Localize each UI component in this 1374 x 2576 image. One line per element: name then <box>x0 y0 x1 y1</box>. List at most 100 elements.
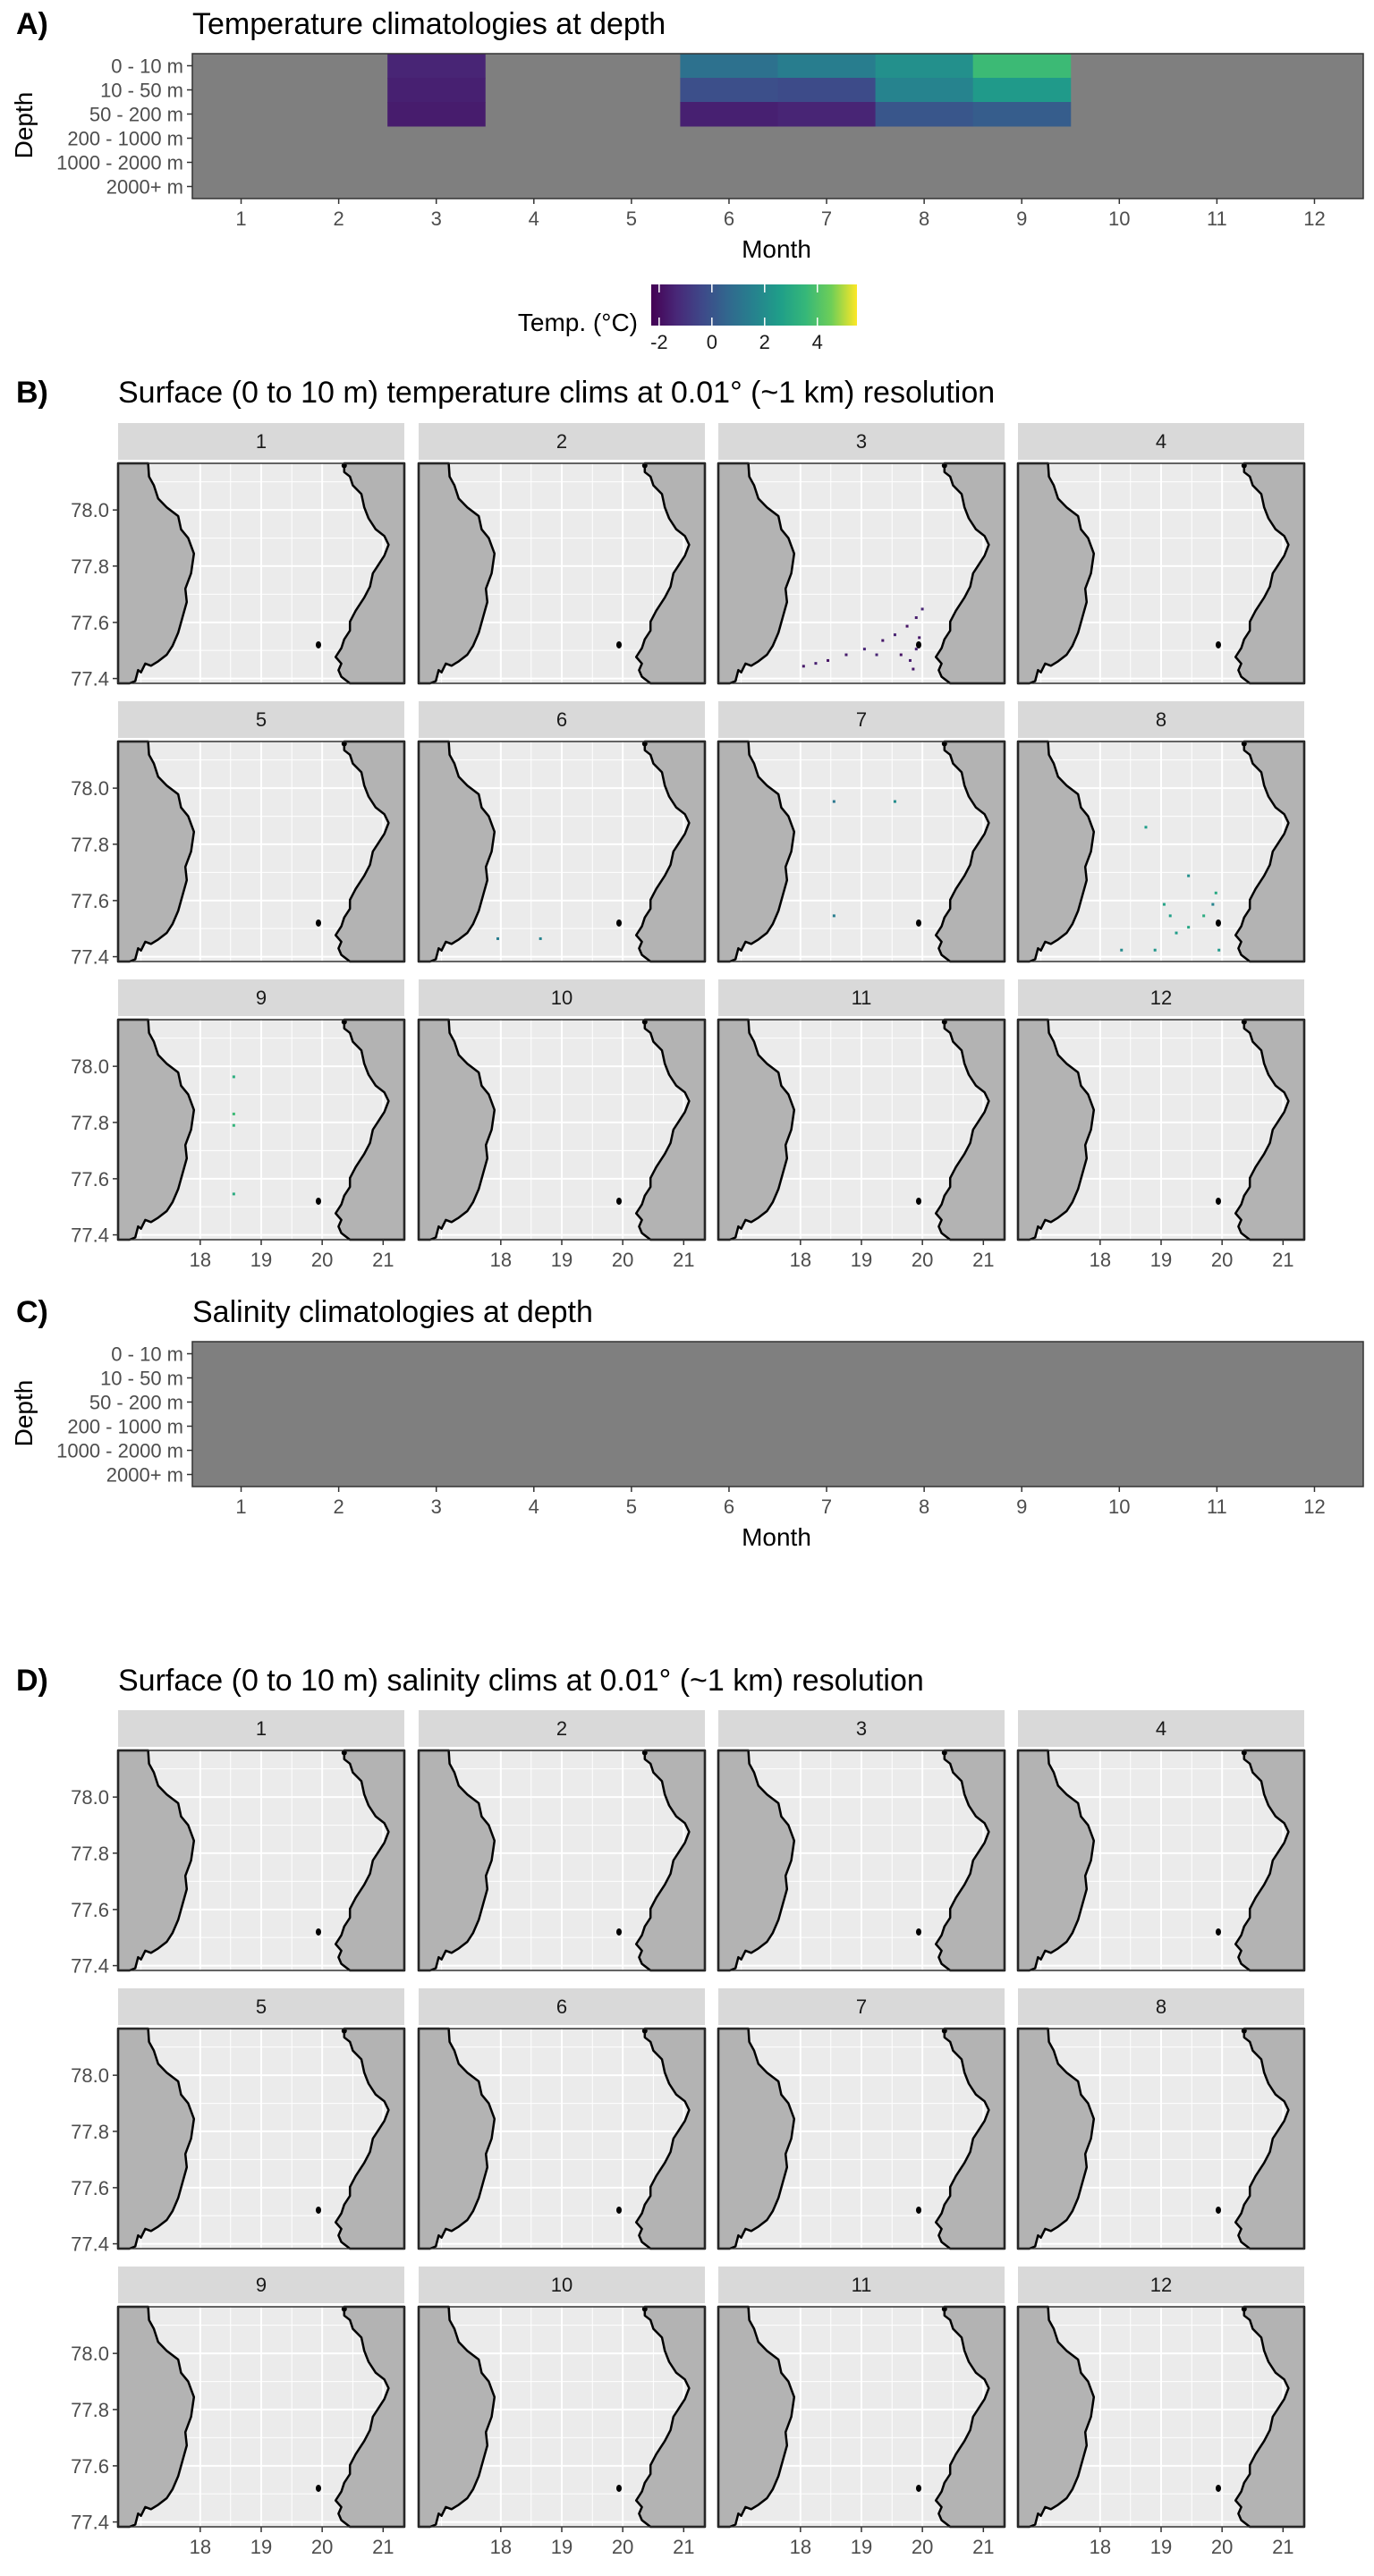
x-tick-label: 10 <box>1108 208 1130 230</box>
land-west <box>417 740 496 963</box>
x-tick-label: 18 <box>790 1249 811 1271</box>
heatmap-cell <box>387 102 486 127</box>
land-east <box>334 1018 406 1241</box>
y-tick-label: 77.4 <box>71 946 109 969</box>
facet-strip-label: 8 <box>1156 708 1166 731</box>
land-west <box>1016 462 1096 685</box>
facet-strip <box>118 701 404 738</box>
heatmap-cell <box>972 102 1072 127</box>
land-east <box>634 462 707 685</box>
observation-point <box>1162 902 1166 906</box>
small-island <box>616 1197 622 1205</box>
x-tick-label: 20 <box>311 1249 333 1271</box>
map-frame <box>717 462 1005 684</box>
panel-a-title: Temperature climatologies at depth <box>192 7 666 41</box>
land-east <box>1234 462 1306 685</box>
x-tick-label: 19 <box>1150 1249 1172 1271</box>
land-east <box>1234 2305 1306 2529</box>
y-tick-label: 77.8 <box>71 1112 109 1134</box>
facet-strip-label: 3 <box>856 1717 867 1740</box>
observation-point <box>908 658 912 662</box>
x-tick-label: 5 <box>626 208 637 230</box>
y-tick-label: 2000+ m <box>106 1464 183 1487</box>
x-tick-label: 21 <box>1272 1249 1293 1271</box>
x-tick-label: 18 <box>790 2536 811 2558</box>
x-tick-label: 4 <box>529 208 539 230</box>
observation-point <box>905 624 909 628</box>
observation-point <box>1153 948 1157 952</box>
observation-point <box>1175 931 1178 935</box>
map-facet-11: 11 18 19 20 21 <box>717 2267 1006 2558</box>
panel-b-temperature-maps: B) Surface (0 to 10 m) temperature clims… <box>16 376 1306 1271</box>
observation-point <box>893 633 896 637</box>
land-east <box>634 2027 707 2250</box>
observation-point <box>893 800 896 803</box>
x-tick-label: 19 <box>250 2536 272 2558</box>
small-island <box>641 1019 648 1025</box>
x-tick-label: 7 <box>821 208 832 230</box>
x-tick-label: 18 <box>1090 1249 1111 1271</box>
facet-strip-label: 6 <box>556 708 567 731</box>
facet-strip <box>1018 2267 1304 2303</box>
observation-point <box>1217 948 1221 952</box>
small-island <box>616 640 622 648</box>
small-island <box>941 462 947 469</box>
y-tick-label: 77.8 <box>71 2399 109 2421</box>
small-island <box>916 640 921 648</box>
panel-c-salinity-depth-heatmap: C) Salinity climatologies at depth Depth… <box>10 1295 1364 1551</box>
legend-ticks: -2 0 2 4 <box>650 284 823 353</box>
facet-strip-label: 6 <box>556 1996 567 2018</box>
land-west <box>717 740 796 963</box>
y-tick-label: 78.0 <box>71 1786 109 1809</box>
small-island <box>1216 640 1221 648</box>
small-island <box>1216 919 1221 927</box>
map-frame <box>418 1750 706 1971</box>
facet-strip <box>718 1988 1005 2025</box>
map-frame <box>717 2028 1005 2250</box>
small-island <box>316 919 321 927</box>
land-east <box>934 2027 1006 2250</box>
land-east <box>634 2305 707 2529</box>
observation-point <box>232 1123 235 1127</box>
observation-point <box>1211 902 1215 906</box>
y-tick-label: 1000 - 2000 m <box>56 1440 183 1462</box>
y-tick-label: 2000+ m <box>106 176 183 199</box>
y-tick-label: 77.4 <box>71 2512 109 2534</box>
land-east <box>334 462 406 685</box>
map-facet-7: 7 <box>717 701 1006 963</box>
map-facet-12: 12 18 19 20 21 <box>1016 2267 1306 2558</box>
x-tick-label: 20 <box>912 1249 933 1271</box>
map-facet-10: 10 18 19 20 21 <box>417 2267 707 2558</box>
panel-c-title: Salinity climatologies at depth <box>192 1295 593 1329</box>
small-island <box>916 2484 921 2492</box>
land-west <box>116 462 196 685</box>
small-island <box>641 741 648 747</box>
facet-strip-label: 3 <box>856 430 867 453</box>
facet-strip <box>718 701 1005 738</box>
land-east <box>1234 1018 1306 1241</box>
x-tick-label: 19 <box>851 2536 872 2558</box>
observation-point <box>862 648 866 651</box>
map-frame <box>418 2028 706 2250</box>
map-facet-6: 6 <box>417 1988 707 2250</box>
observation-point <box>1187 874 1191 877</box>
observation-point <box>914 648 918 651</box>
map-frame <box>418 462 706 684</box>
land-west <box>1016 2305 1096 2529</box>
x-tick-label: 21 <box>673 2536 694 2558</box>
small-island <box>1216 2206 1221 2214</box>
panel-c-cells <box>192 1342 1363 1487</box>
small-island <box>916 919 921 927</box>
x-tick-label: 5 <box>626 1496 637 1518</box>
y-tick-label: 0 - 10 m <box>111 55 183 78</box>
small-island <box>1241 462 1247 469</box>
y-tick-label: 77.6 <box>71 1168 109 1191</box>
legend-title: Temp. (°C) <box>518 309 638 336</box>
small-island <box>341 1750 347 1756</box>
x-tick-label: 2 <box>334 1496 344 1518</box>
map-facet-2: 2 <box>417 423 707 685</box>
small-island <box>941 2028 947 2034</box>
